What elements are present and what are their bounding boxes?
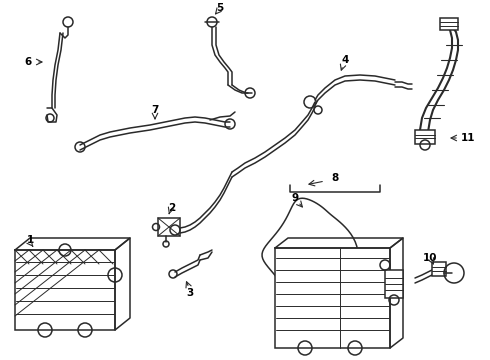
Bar — [385, 270, 403, 298]
Text: 11: 11 — [461, 133, 475, 143]
Bar — [15, 250, 115, 330]
Text: 10: 10 — [423, 253, 437, 263]
Text: 2: 2 — [169, 203, 175, 213]
Bar — [415, 130, 435, 144]
Text: 3: 3 — [186, 288, 194, 298]
Text: 6: 6 — [24, 57, 32, 67]
Text: 4: 4 — [342, 55, 349, 65]
Bar — [275, 248, 390, 348]
Text: 9: 9 — [292, 193, 298, 203]
Bar — [432, 262, 446, 276]
Text: 8: 8 — [331, 173, 339, 183]
Bar — [158, 218, 180, 236]
Text: 5: 5 — [217, 3, 223, 13]
Text: 1: 1 — [26, 235, 34, 245]
Text: 7: 7 — [151, 105, 159, 115]
Bar — [440, 18, 458, 30]
